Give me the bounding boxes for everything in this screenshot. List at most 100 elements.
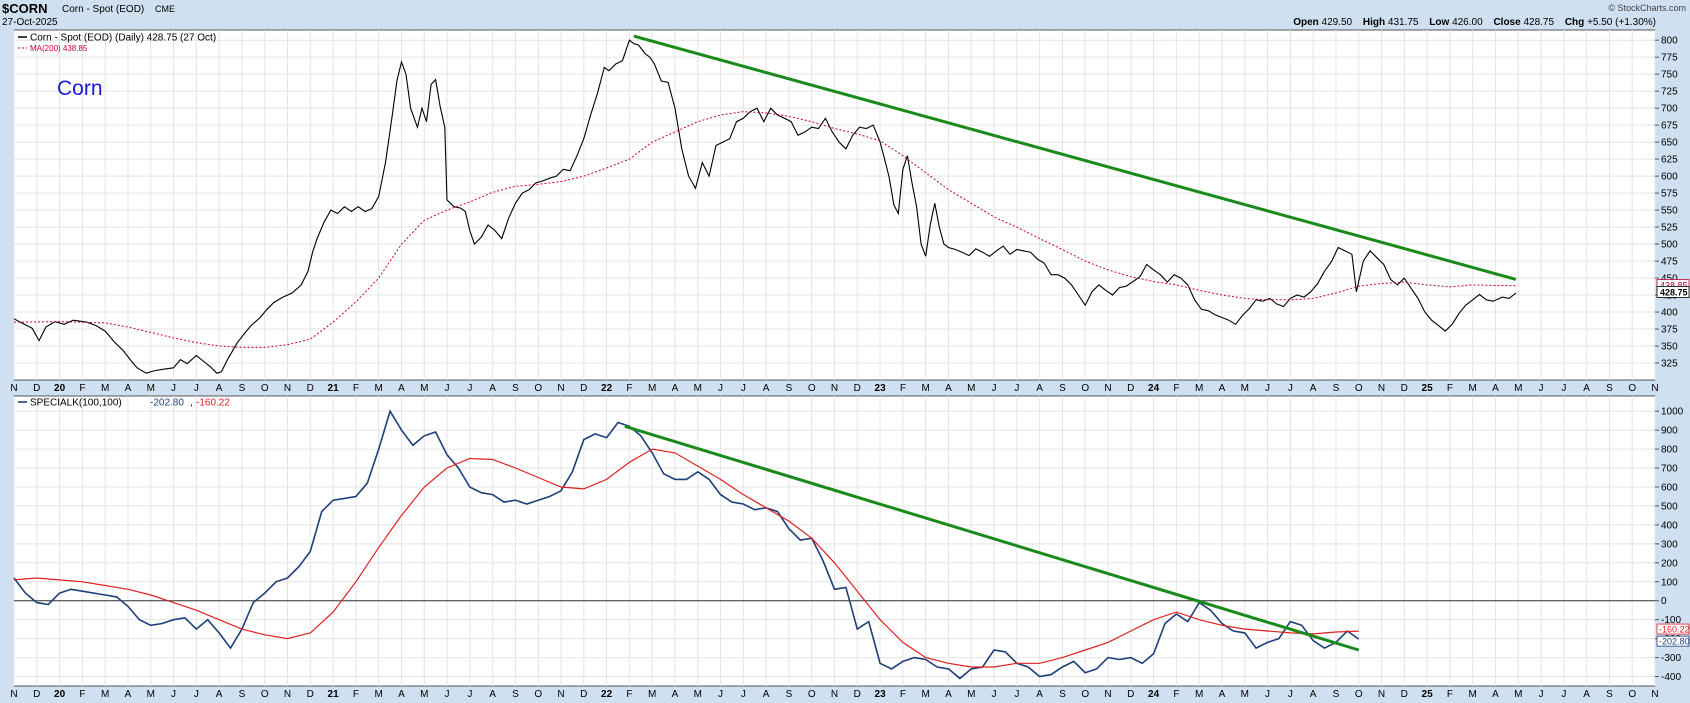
trendline [624,424,1360,652]
x-tick-label: A [398,383,405,394]
close-label: Close [1493,17,1521,28]
legend-ma: MA(200) 438.85 [30,44,88,53]
x-tick-label: M [147,383,155,394]
x-tick-label: J [1014,383,1019,394]
x-tick-label: J [1539,689,1544,700]
x-tick-label: 24 [1148,689,1160,700]
y-tick-label: 900 [1661,426,1678,437]
x-tick-label: J [718,689,723,700]
x-tick-label: A [1583,383,1590,394]
x-tick-label: A [1310,383,1317,394]
x-tick-label: N [10,689,17,700]
symbol: $CORN [2,1,48,16]
x-tick-label: J [992,689,997,700]
x-tick-label: M [1468,383,1476,394]
legend-signal-value: -160.22 [196,398,230,409]
y-tick-label: 475 [1661,257,1678,268]
x-tick-label: M [1241,383,1249,394]
exchange: CME [155,4,175,14]
y-tick-label: 100 [1661,577,1678,588]
specialk-line [13,409,1360,680]
low-label: Low [1429,17,1450,28]
x-tick-label: N [1378,689,1385,700]
x-tick-label: M [1241,689,1249,700]
x-tick-label: 25 [1422,383,1434,394]
x-tick-label: O [534,689,542,700]
x-tick-label: J [171,689,176,700]
x-tick-label: F [900,689,906,700]
x-tick-label: A [672,383,679,394]
x-tick-label: O [1628,383,1636,394]
x-tick-label: 20 [54,383,66,394]
close-value: 428.75 [1523,17,1555,28]
x-tick-label: 22 [601,383,613,394]
y-tick-label: 0 [1661,596,1667,607]
y-tick-label: 325 [1661,359,1678,370]
legend-sep: , [190,398,193,409]
y-tick-label: 800 [1661,36,1678,47]
x-tick-label: A [945,383,952,394]
x-tick-label: F [1447,689,1453,700]
x-tick-label: N [557,383,564,394]
x-tick-label: S [512,689,519,700]
y-tick-label: 675 [1661,121,1678,132]
x-tick-label: 21 [328,689,340,700]
x-tick-label: A [763,383,770,394]
x-tick-label: S [1333,689,1340,700]
x-tick-label: O [261,689,269,700]
x-tick-label: J [445,689,450,700]
x-tick-label: 24 [1148,383,1160,394]
x-tick-label: O [1081,689,1089,700]
x-tick-label: O [534,383,542,394]
x-tick-label: S [786,689,793,700]
x-tick-label: A [1036,383,1043,394]
x-tick-label: 20 [54,689,66,700]
x-tick-label: D [33,383,40,394]
x-tick-label: F [626,689,632,700]
x-tick-label: A [672,689,679,700]
y-tick-label: 600 [1661,482,1678,493]
high-value: 431.75 [1387,17,1419,28]
x-tick-label: 23 [875,689,887,700]
signal-value-label: -160.22 [1659,625,1690,635]
x-tick-label: F [1173,689,1179,700]
chart-header: $CORN Corn - Spot (EOD) CME 27-Oct-2025 … [0,0,1690,34]
x-tick-label: M [1514,689,1522,700]
x-tick-label: N [1104,689,1111,700]
y-tick-label: -100 [1661,615,1681,626]
x-tick-label: J [467,689,472,700]
x-tick-label: D [1401,689,1408,700]
x-tick-label: N [1104,383,1111,394]
x-tick-label: A [1036,689,1043,700]
panel-price: 3253503754004254504755005255505756006256… [10,29,1678,394]
x-tick-label: 21 [328,383,340,394]
y-tick-label: -400 [1661,672,1681,683]
corn-annotation: Corn [57,77,103,100]
x-tick-label: A [216,383,223,394]
indicator-legend: SPECIALK(100,100) -202.80, -160.22 [18,398,230,409]
x-tick-label: A [489,689,496,700]
x-tick-label: A [398,689,405,700]
x-tick-label: J [741,383,746,394]
x-tick-label: M [967,383,975,394]
y-tick-label: 500 [1661,501,1678,512]
legend-k-value: -202.80 [150,398,184,409]
k-value-label: -202.80 [1659,637,1690,647]
price-line [13,39,1517,374]
chart-date: 27-Oct-2025 [2,17,58,28]
x-tick-label: M [1195,383,1203,394]
x-tick-label: 22 [601,689,613,700]
x-tick-label: O [1628,689,1636,700]
x-tick-label: N [284,689,291,700]
x-tick-label: F [900,383,906,394]
y-tick-label: -300 [1661,653,1681,664]
y-tick-label: 600 [1661,172,1678,183]
x-tick-label: A [1492,689,1499,700]
open-value: 429.50 [1321,17,1353,28]
x-tick-label: D [580,383,587,394]
y-tick-label: 775 [1661,53,1678,64]
y-tick-label: 725 [1661,87,1678,98]
x-tick-label: D [580,689,587,700]
y-tick-label: 350 [1661,342,1678,353]
